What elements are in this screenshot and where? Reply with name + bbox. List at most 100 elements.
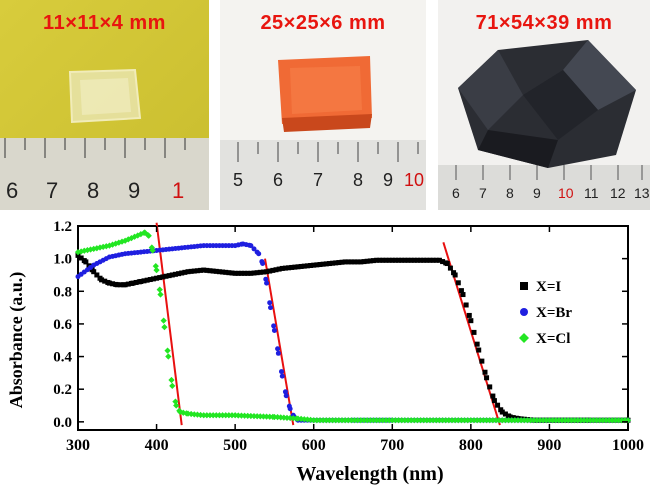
data-point <box>130 280 136 286</box>
data-point <box>326 261 332 267</box>
data-point <box>354 417 361 424</box>
data-point <box>468 318 474 324</box>
data-point <box>540 417 547 424</box>
data-point <box>492 417 500 424</box>
data-point <box>200 412 207 419</box>
data-point <box>160 317 167 324</box>
data-point <box>160 274 166 280</box>
data-point <box>499 417 506 424</box>
data-point <box>527 417 534 424</box>
data-point <box>376 417 383 424</box>
data-point <box>287 406 293 412</box>
data-point <box>323 417 330 424</box>
data-point <box>216 269 222 275</box>
data-point <box>185 269 191 275</box>
ruler-number: 7 <box>313 170 324 190</box>
x-tick-label: 600 <box>302 437 326 454</box>
data-point <box>357 417 364 424</box>
data-point <box>452 417 459 424</box>
data-point <box>286 265 292 271</box>
data-point <box>342 417 349 424</box>
data-point <box>153 266 160 274</box>
data-point <box>530 417 537 424</box>
ruler-number: 7 <box>46 178 59 203</box>
data-point <box>301 416 308 423</box>
data-point <box>408 417 415 424</box>
data-point <box>188 410 195 418</box>
data-point <box>444 261 450 267</box>
data-point <box>521 417 528 424</box>
data-point <box>260 269 266 275</box>
data-point <box>164 347 171 354</box>
data-point <box>94 272 100 278</box>
data-point <box>87 246 94 253</box>
data-point <box>251 270 257 276</box>
data-point <box>289 264 295 270</box>
y-tick-label: 0.4 <box>53 350 72 366</box>
data-point <box>452 272 458 278</box>
data-point <box>326 417 333 424</box>
data-point <box>228 412 236 419</box>
data-point <box>491 398 497 404</box>
ruler-number: 7 <box>479 185 487 201</box>
legend-label: X=Cl <box>536 331 570 347</box>
data-point <box>198 267 204 273</box>
data-point <box>555 417 562 424</box>
data-point <box>352 259 358 265</box>
data-point <box>206 412 214 419</box>
data-point <box>543 417 550 424</box>
data-point <box>455 417 462 424</box>
data-point <box>267 268 273 274</box>
data-point <box>348 417 355 424</box>
data-point <box>264 280 270 286</box>
data-point <box>402 257 408 263</box>
data-point <box>270 267 276 273</box>
data-point <box>161 324 168 331</box>
data-point <box>379 417 386 424</box>
data-point <box>301 263 307 269</box>
data-point <box>490 393 496 399</box>
data-point <box>188 268 194 274</box>
data-point <box>149 247 156 254</box>
data-point <box>411 417 418 424</box>
data-point <box>335 417 342 424</box>
data-point <box>168 376 175 384</box>
data-point <box>590 417 597 424</box>
data-point <box>618 417 625 424</box>
data-point <box>430 417 437 424</box>
data-point <box>427 257 433 263</box>
data-point <box>389 417 396 424</box>
data-point <box>254 270 260 276</box>
data-point <box>507 414 513 420</box>
data-point <box>110 281 116 287</box>
data-point <box>408 257 414 263</box>
data-point <box>216 412 223 419</box>
photo-orange-crystal: 25×25×6 mm 5 6 7 8 9 10 <box>220 0 426 210</box>
plot-border <box>77 225 629 431</box>
data-point <box>602 417 610 424</box>
data-point <box>210 268 216 274</box>
data-point <box>433 257 439 263</box>
data-point <box>348 259 354 265</box>
data-point <box>552 417 559 424</box>
data-point <box>502 411 508 417</box>
data-point <box>176 271 182 277</box>
data-point <box>621 417 628 424</box>
x-tick-label: 900 <box>537 437 561 454</box>
data-point <box>115 239 122 246</box>
data-point <box>298 263 304 269</box>
data-point <box>313 417 320 424</box>
data-point <box>499 409 505 415</box>
data-points <box>74 229 632 424</box>
legend-marker <box>520 308 528 316</box>
data-point <box>345 417 352 424</box>
data-point <box>593 417 600 424</box>
data-point <box>447 265 453 271</box>
data-point <box>440 259 446 265</box>
data-point <box>128 234 135 242</box>
data-point <box>483 417 490 424</box>
data-point <box>277 414 284 421</box>
data-point <box>308 262 314 268</box>
data-point <box>377 257 383 263</box>
data-point <box>235 270 241 276</box>
